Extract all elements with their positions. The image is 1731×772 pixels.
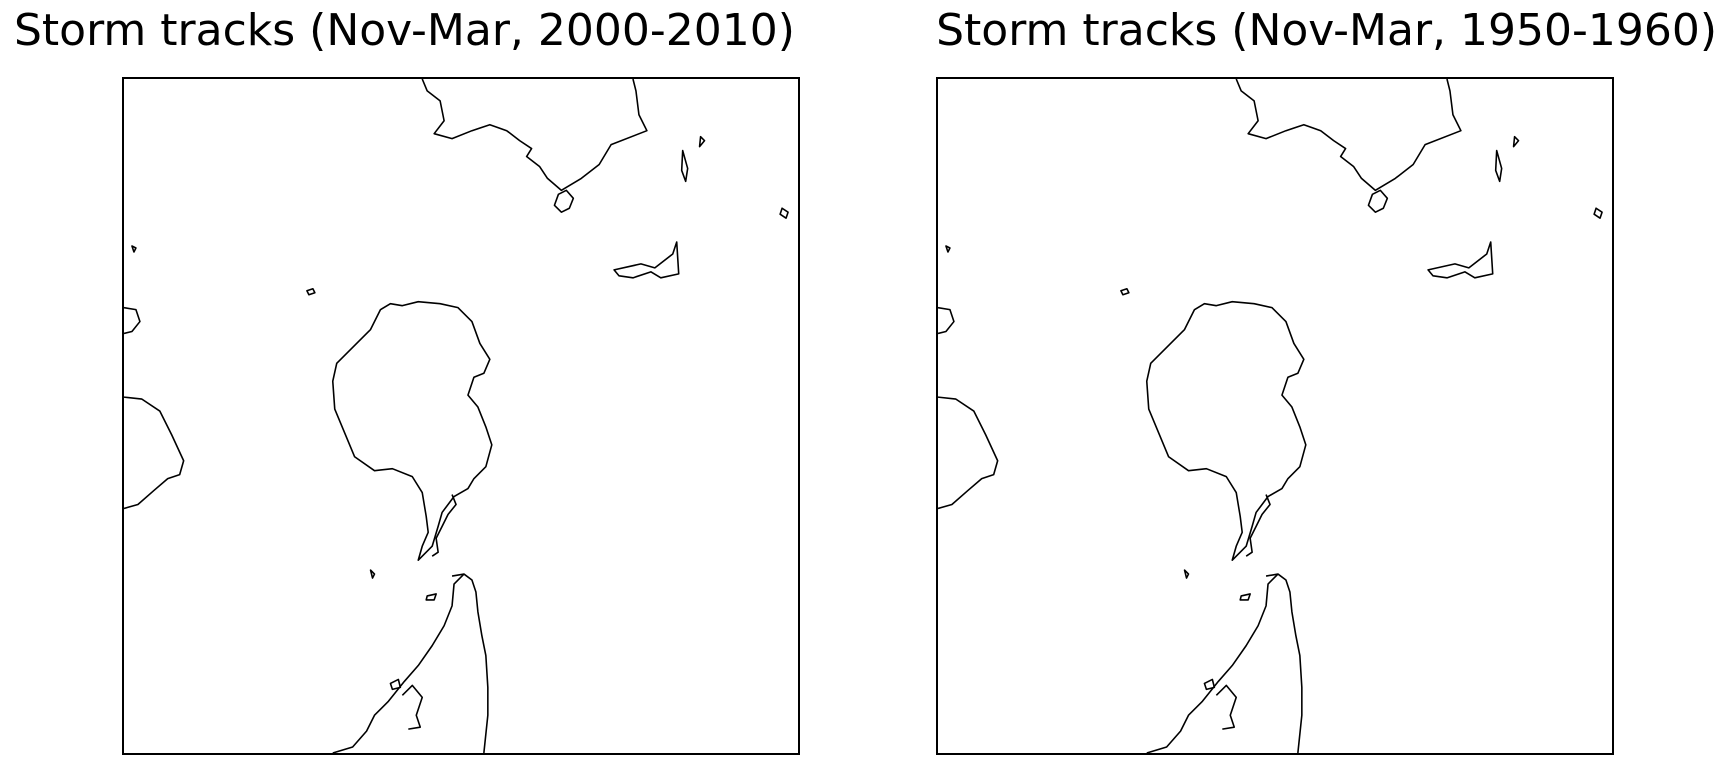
island-chain-coastline [1239, 593, 1251, 601]
subantarctic-island-coastline [1427, 241, 1494, 279]
tasmania-coastline [553, 189, 575, 214]
australia-coastline [1235, 79, 1462, 192]
tasmania-coastline [1367, 189, 1389, 214]
coastline-map-right [938, 79, 1603, 753]
small-island-mid-coastline [306, 287, 316, 296]
new-zealand-lower-coastline [332, 573, 465, 753]
island-east-coastline [779, 207, 789, 219]
africa-tip-coastline [938, 306, 955, 335]
south-america-coastline [938, 396, 999, 510]
subantarctic-island-coastline [613, 241, 680, 279]
map-panel-left [122, 77, 800, 755]
coastline-map-left [124, 79, 789, 753]
new-zealand-north-coastline [680, 149, 689, 183]
new-zealand-south-coastline [698, 135, 706, 148]
island-chain-coastline [425, 593, 437, 601]
small-island-south-coastline [369, 569, 376, 579]
new-zealand-south-island-coastline [451, 573, 489, 753]
antarctica-coastline [1145, 300, 1307, 561]
small-island-left-coastline [131, 245, 137, 253]
south-america-coastline [124, 396, 185, 510]
australia-coastline [421, 79, 648, 192]
bay-coastline [401, 684, 424, 730]
small-island-mid-coastline [1120, 287, 1130, 296]
map-panel-right [936, 77, 1614, 755]
small-island-south-coastline [1183, 569, 1190, 579]
bay-coastline [1215, 684, 1238, 730]
small-island-left-coastline [945, 245, 951, 253]
fiord-island-coastline [389, 678, 402, 691]
africa-tip-coastline [124, 306, 141, 335]
antarctica-coastline [331, 300, 493, 561]
map-title-right: Storm tracks (Nov-Mar, 1950-1960) [936, 5, 1717, 56]
new-zealand-south-island-coastline [1265, 573, 1303, 753]
new-zealand-lower-coastline [1146, 573, 1279, 753]
fiord-island-coastline [1203, 678, 1216, 691]
new-zealand-south-coastline [1512, 135, 1520, 148]
map-title-left: Storm tracks (Nov-Mar, 2000-2010) [14, 5, 795, 56]
island-east-coastline [1593, 207, 1603, 219]
antarctic-peninsula-islands-coastline [1245, 494, 1271, 557]
antarctic-peninsula-islands-coastline [431, 494, 457, 557]
new-zealand-north-coastline [1494, 149, 1503, 183]
